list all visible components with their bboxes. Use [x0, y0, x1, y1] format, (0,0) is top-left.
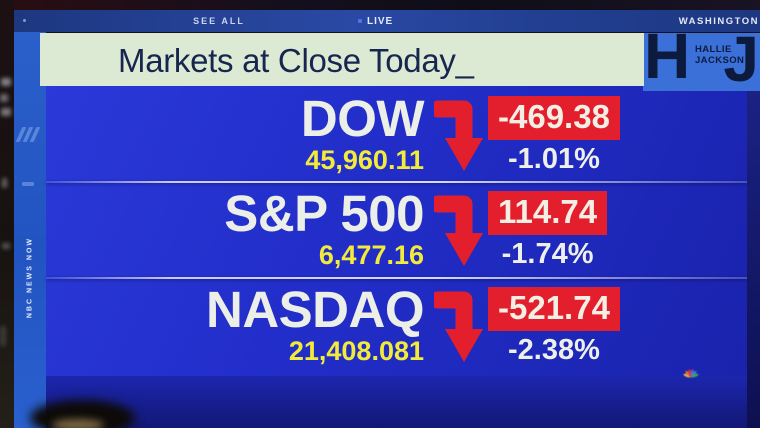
index-name: S&P 500	[224, 185, 424, 242]
row-divider	[46, 277, 747, 279]
percent-change: -1.01%	[508, 143, 600, 175]
change-column: -469.38 -1.01%	[488, 96, 620, 176]
change-badge: 114.74	[488, 191, 608, 235]
anchor-name: HALLIE JACKSON	[695, 44, 744, 66]
location-label: WASHINGTON	[678, 16, 759, 27]
network-watermark-dash-icon	[22, 182, 34, 186]
background-blur-mark	[1, 78, 11, 86]
network-name-vertical: NBC NEWS NOW	[26, 237, 34, 319]
index-value: 45,960.11	[305, 145, 424, 175]
network-side-strip: NBC NEWS NOW	[14, 32, 46, 428]
change-badge: -469.38	[488, 96, 620, 140]
monogram-j: J	[723, 33, 759, 91]
background-left-edge	[0, 0, 14, 428]
background-blur-mark	[0, 94, 8, 102]
anchor-last-name: JACKSON	[695, 55, 745, 66]
percent-change: -2.38%	[508, 334, 600, 366]
index-column: S&P 500 6,477.16	[46, 185, 424, 269]
background-blur-mark	[1, 108, 11, 116]
background-blur-mark	[2, 243, 10, 249]
market-row-nasdaq: NASDAQ 21,408.081 -521.74 -2.38%	[46, 281, 747, 373]
index-column: NASDAQ 21,408.081	[46, 281, 425, 366]
down-arrow-icon	[429, 96, 486, 174]
change-column: -521.74 -2.38%	[488, 287, 620, 367]
network-watermark-icon	[15, 127, 41, 142]
background-top-edge	[0, 0, 760, 10]
index-value: 6,477.16	[318, 240, 424, 270]
channel-top-bar: SEE ALL LIVE WASHINGTON	[14, 10, 760, 32]
nbc-peacock-icon	[683, 366, 699, 379]
live-label: LIVE	[367, 15, 394, 27]
background-blur-mark	[2, 178, 7, 188]
anchor-first-name: HALLIE	[695, 44, 732, 55]
row-divider	[46, 181, 747, 183]
change-badge: -521.74	[488, 287, 620, 331]
screen-right-edge	[747, 86, 760, 428]
show-logo: H J HALLIE JACKSON	[643, 33, 760, 91]
index-column: DOW 45,960.11	[46, 90, 425, 175]
markets-panel: DOW 45,960.11 -469.38 -1.01% S&P 500 6,4…	[46, 86, 747, 379]
live-indicator: LIVE	[358, 10, 393, 32]
change-column: 114.74 -1.74%	[488, 191, 608, 271]
headline-bar: Markets at Close Today_	[40, 33, 644, 86]
down-arrow-icon	[429, 191, 486, 269]
market-row-sp500: S&P 500 6,477.16 114.74 -1.74%	[46, 185, 747, 277]
index-name: NASDAQ	[205, 281, 425, 338]
index-name: DOW	[300, 90, 425, 147]
panel-bottom-margin	[46, 376, 747, 428]
bullet-icon	[23, 19, 26, 22]
down-arrow-icon	[429, 287, 486, 365]
monogram-h: H	[644, 33, 691, 91]
page-title: Markets at Close Today_	[118, 42, 474, 79]
percent-change: -1.74%	[501, 238, 594, 270]
market-row-dow: DOW 45,960.11 -469.38 -1.01%	[46, 90, 747, 182]
live-dot-icon	[358, 19, 362, 23]
foreground-blur-object	[52, 419, 104, 428]
see-all-label: SEE ALL	[193, 16, 245, 26]
index-value: 21,408.081	[288, 336, 424, 366]
background-blur-mark	[0, 326, 6, 346]
